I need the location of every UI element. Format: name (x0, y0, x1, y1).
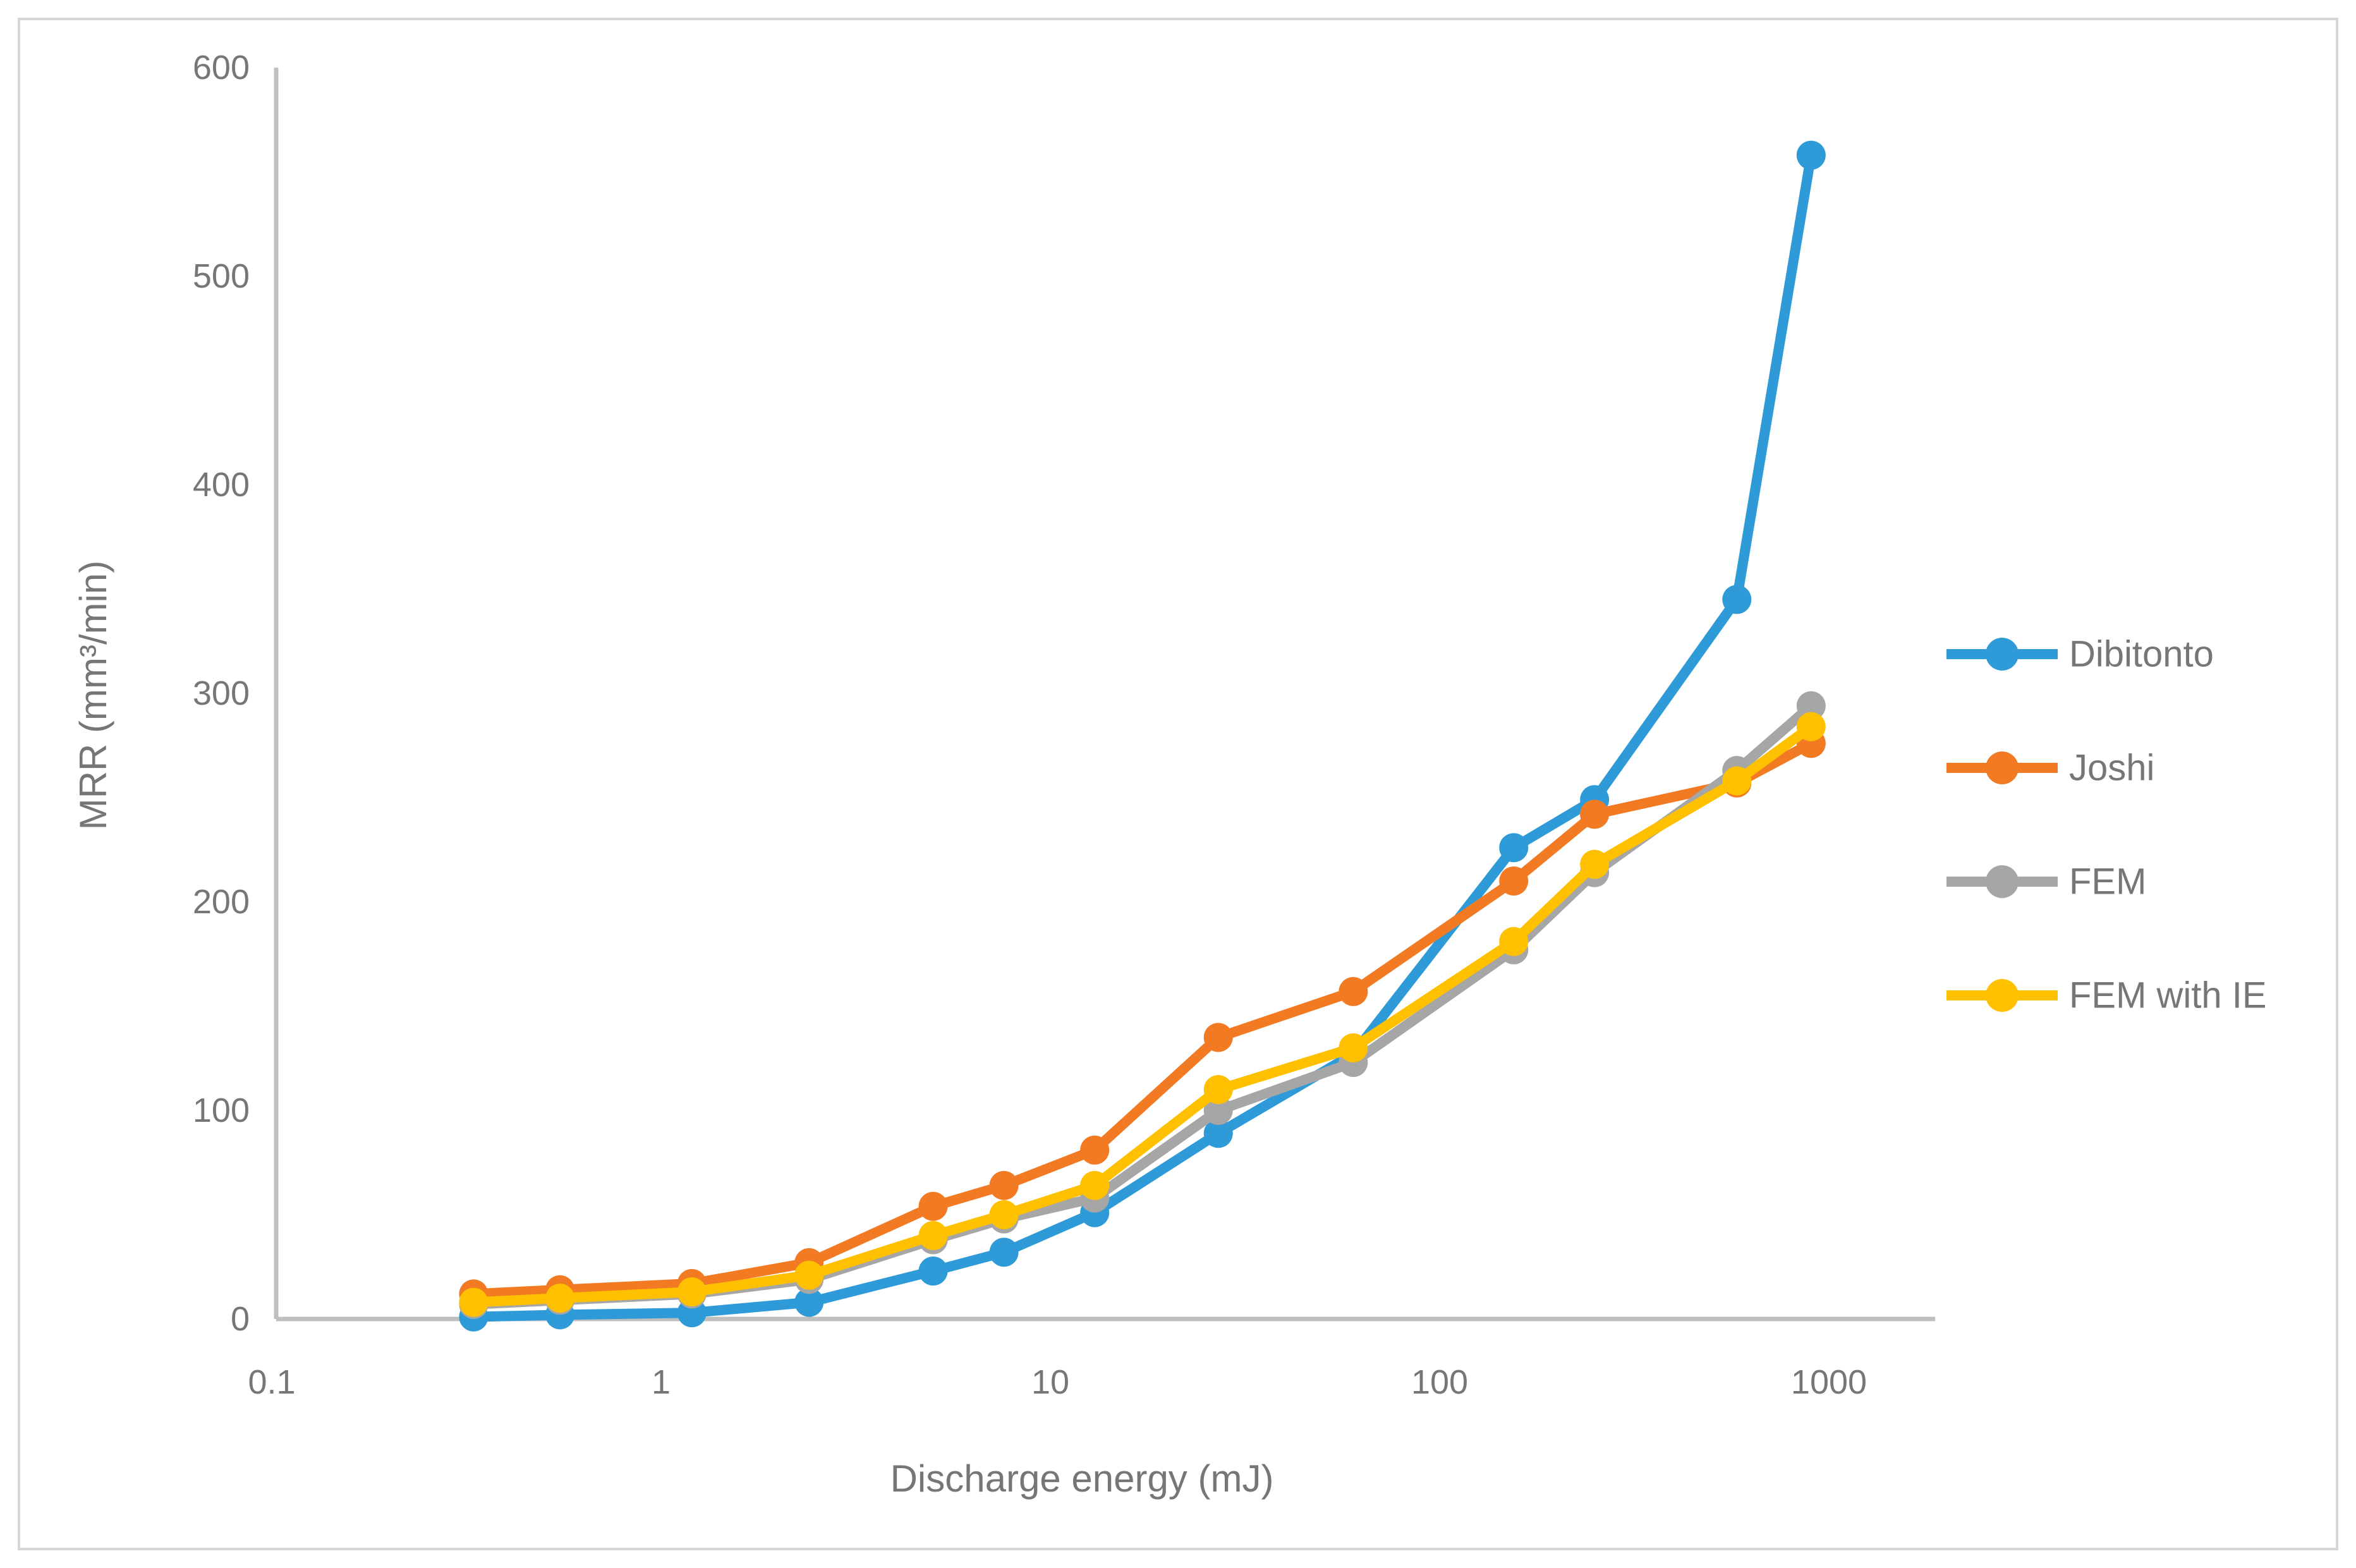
data-point-fem (1203, 1096, 1233, 1125)
data-point-dibitonto (1203, 1119, 1233, 1148)
data-point-fem (1796, 691, 1826, 720)
data-point-fem-with-ie (1580, 849, 1610, 879)
data-point-dibitonto (989, 1237, 1019, 1267)
data-point-joshi (1203, 1023, 1233, 1052)
x-tick-label: 1000 (1791, 1363, 1867, 1401)
data-point-dibitonto (918, 1256, 948, 1286)
x-tick-label: 10 (1031, 1363, 1069, 1401)
data-point-fem-with-ie (1796, 712, 1826, 741)
legend-marker-dibitonto (1986, 638, 2019, 671)
legend-item-fem-with-ie: FEM with IE (1946, 975, 2267, 1016)
data-point-fem-with-ie (1499, 927, 1529, 956)
x-tick-label: 0.1 (248, 1363, 295, 1401)
data-point-fem-with-ie (989, 1200, 1019, 1229)
data-point-fem-with-ie (1080, 1170, 1110, 1200)
x-axis-tick-labels: 0.1 1 10 100 1000 (248, 1363, 1867, 1401)
y-tick-label: 600 (193, 49, 250, 87)
data-point-fem-with-ie (1203, 1075, 1233, 1104)
x-axis-title: Discharge energy (mJ) (890, 1457, 1274, 1500)
legend-marker-fem (1986, 865, 2019, 898)
data-point-dibitonto (1796, 140, 1826, 170)
x-tick-label: 1 (652, 1363, 671, 1401)
x-tick-label: 100 (1411, 1363, 1468, 1401)
legend-item-dibitonto: Dibitonto (1946, 634, 2214, 675)
data-point-fem-with-ie (677, 1277, 707, 1307)
y-axis-tick-labels: 0 100 200 300 400 500 600 (193, 49, 250, 1338)
series-fem-with-ie (459, 712, 1826, 1317)
legend: Dibitonto Joshi FEM FEM with IE (1946, 634, 2267, 1016)
data-point-fem-with-ie (1722, 766, 1752, 796)
legend-label-fem-with-ie: FEM with IE (2069, 975, 2267, 1016)
data-point-fem-with-ie (918, 1221, 948, 1250)
data-point-joshi (1339, 976, 1368, 1006)
legend-marker-joshi (1986, 751, 2019, 784)
data-point-joshi (989, 1170, 1019, 1200)
legend-item-joshi: Joshi (1946, 748, 2154, 789)
legend-marker-fem-with-ie (1986, 979, 2019, 1012)
data-point-dibitonto (1722, 585, 1752, 614)
legend-label-joshi: Joshi (2069, 748, 2154, 789)
chart-border (18, 18, 2338, 1550)
y-tick-label: 0 (231, 1300, 250, 1338)
data-point-dibitonto (1499, 833, 1529, 863)
y-tick-label: 200 (193, 883, 250, 921)
legend-label-dibitonto: Dibitonto (2069, 634, 2214, 675)
data-point-joshi (1580, 799, 1610, 829)
data-point-fem-with-ie (545, 1284, 575, 1313)
data-point-joshi (918, 1191, 948, 1221)
y-tick-label: 400 (193, 466, 250, 504)
data-point-fem-with-ie (794, 1260, 824, 1290)
y-tick-label: 100 (193, 1091, 250, 1129)
data-point-joshi (1080, 1135, 1110, 1165)
y-tick-label: 500 (193, 257, 250, 295)
legend-label-fem: FEM (2069, 861, 2146, 903)
y-axis-title: MRR (mm³/min) (72, 561, 114, 830)
data-point-fem-with-ie (1339, 1033, 1368, 1062)
data-point-dibitonto (794, 1287, 824, 1317)
plot-series (459, 140, 1826, 1332)
data-point-joshi (1499, 866, 1529, 896)
legend-item-fem: FEM (1946, 861, 2146, 903)
data-point-fem-with-ie (459, 1287, 489, 1317)
y-tick-label: 300 (193, 674, 250, 712)
